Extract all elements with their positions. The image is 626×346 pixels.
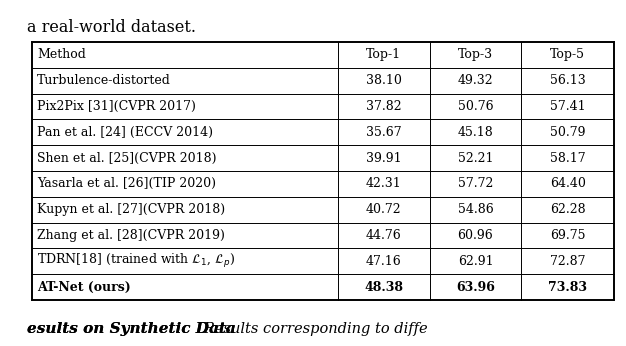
Text: 57.41: 57.41 [550, 100, 585, 113]
Text: 62.91: 62.91 [458, 255, 493, 268]
Text: Method: Method [37, 48, 86, 61]
Text: 72.87: 72.87 [550, 255, 585, 268]
Text: 69.75: 69.75 [550, 229, 585, 242]
Text: Pan et al. [24] (ECCV 2014): Pan et al. [24] (ECCV 2014) [37, 126, 213, 139]
Text: 73.83: 73.83 [548, 281, 587, 294]
Text: 48.38: 48.38 [364, 281, 403, 294]
Text: 45.18: 45.18 [458, 126, 493, 139]
Text: 50.79: 50.79 [550, 126, 585, 139]
Text: AT-Net (ours): AT-Net (ours) [37, 281, 131, 294]
Text: Results corresponding to diffe: Results corresponding to diffe [190, 322, 428, 336]
Text: 50.76: 50.76 [458, 100, 493, 113]
Text: 60.96: 60.96 [458, 229, 493, 242]
Text: 57.72: 57.72 [458, 177, 493, 190]
Text: Top-1: Top-1 [366, 48, 401, 61]
Text: Pix2Pix [31](CVPR 2017): Pix2Pix [31](CVPR 2017) [37, 100, 196, 113]
Text: esults on Synthetic Data: esults on Synthetic Data [27, 322, 236, 336]
Text: a real-world dataset.: a real-world dataset. [27, 19, 196, 36]
Text: 47.16: 47.16 [366, 255, 401, 268]
Text: 52.21: 52.21 [458, 152, 493, 165]
Text: Kupyn et al. [27](CVPR 2018): Kupyn et al. [27](CVPR 2018) [37, 203, 225, 216]
Text: 44.76: 44.76 [366, 229, 401, 242]
Text: TDRN[18] (trained with $\mathcal{L}_1$, $\mathcal{L}_p$): TDRN[18] (trained with $\mathcal{L}_1$, … [37, 252, 235, 270]
Text: 64.40: 64.40 [550, 177, 586, 190]
Text: esults on Synthetic Data: esults on Synthetic Data [27, 322, 236, 336]
Text: 40.72: 40.72 [366, 203, 401, 216]
Text: 54.86: 54.86 [458, 203, 493, 216]
Text: 49.32: 49.32 [458, 74, 493, 87]
Text: Turbulence-distorted: Turbulence-distorted [37, 74, 171, 87]
Text: Top-5: Top-5 [550, 48, 585, 61]
Text: 63.96: 63.96 [456, 281, 495, 294]
Text: 42.31: 42.31 [366, 177, 401, 190]
Text: Top-3: Top-3 [458, 48, 493, 61]
Text: 37.82: 37.82 [366, 100, 401, 113]
Text: Yasarla et al. [26](TIP 2020): Yasarla et al. [26](TIP 2020) [37, 177, 216, 190]
Text: esults on Synthetic Data   Results corresponding to diffe: esults on Synthetic Data Results corresp… [27, 322, 446, 336]
Bar [32, 42, 614, 300]
Text: 39.91: 39.91 [366, 152, 401, 165]
Text: Shen et al. [25](CVPR 2018): Shen et al. [25](CVPR 2018) [37, 152, 217, 165]
Text: 58.17: 58.17 [550, 152, 585, 165]
Text: Zhang et al. [28](CVPR 2019): Zhang et al. [28](CVPR 2019) [37, 229, 225, 242]
Text: 62.28: 62.28 [550, 203, 585, 216]
Text: 38.10: 38.10 [366, 74, 401, 87]
Text: 35.67: 35.67 [366, 126, 401, 139]
Text: 56.13: 56.13 [550, 74, 585, 87]
